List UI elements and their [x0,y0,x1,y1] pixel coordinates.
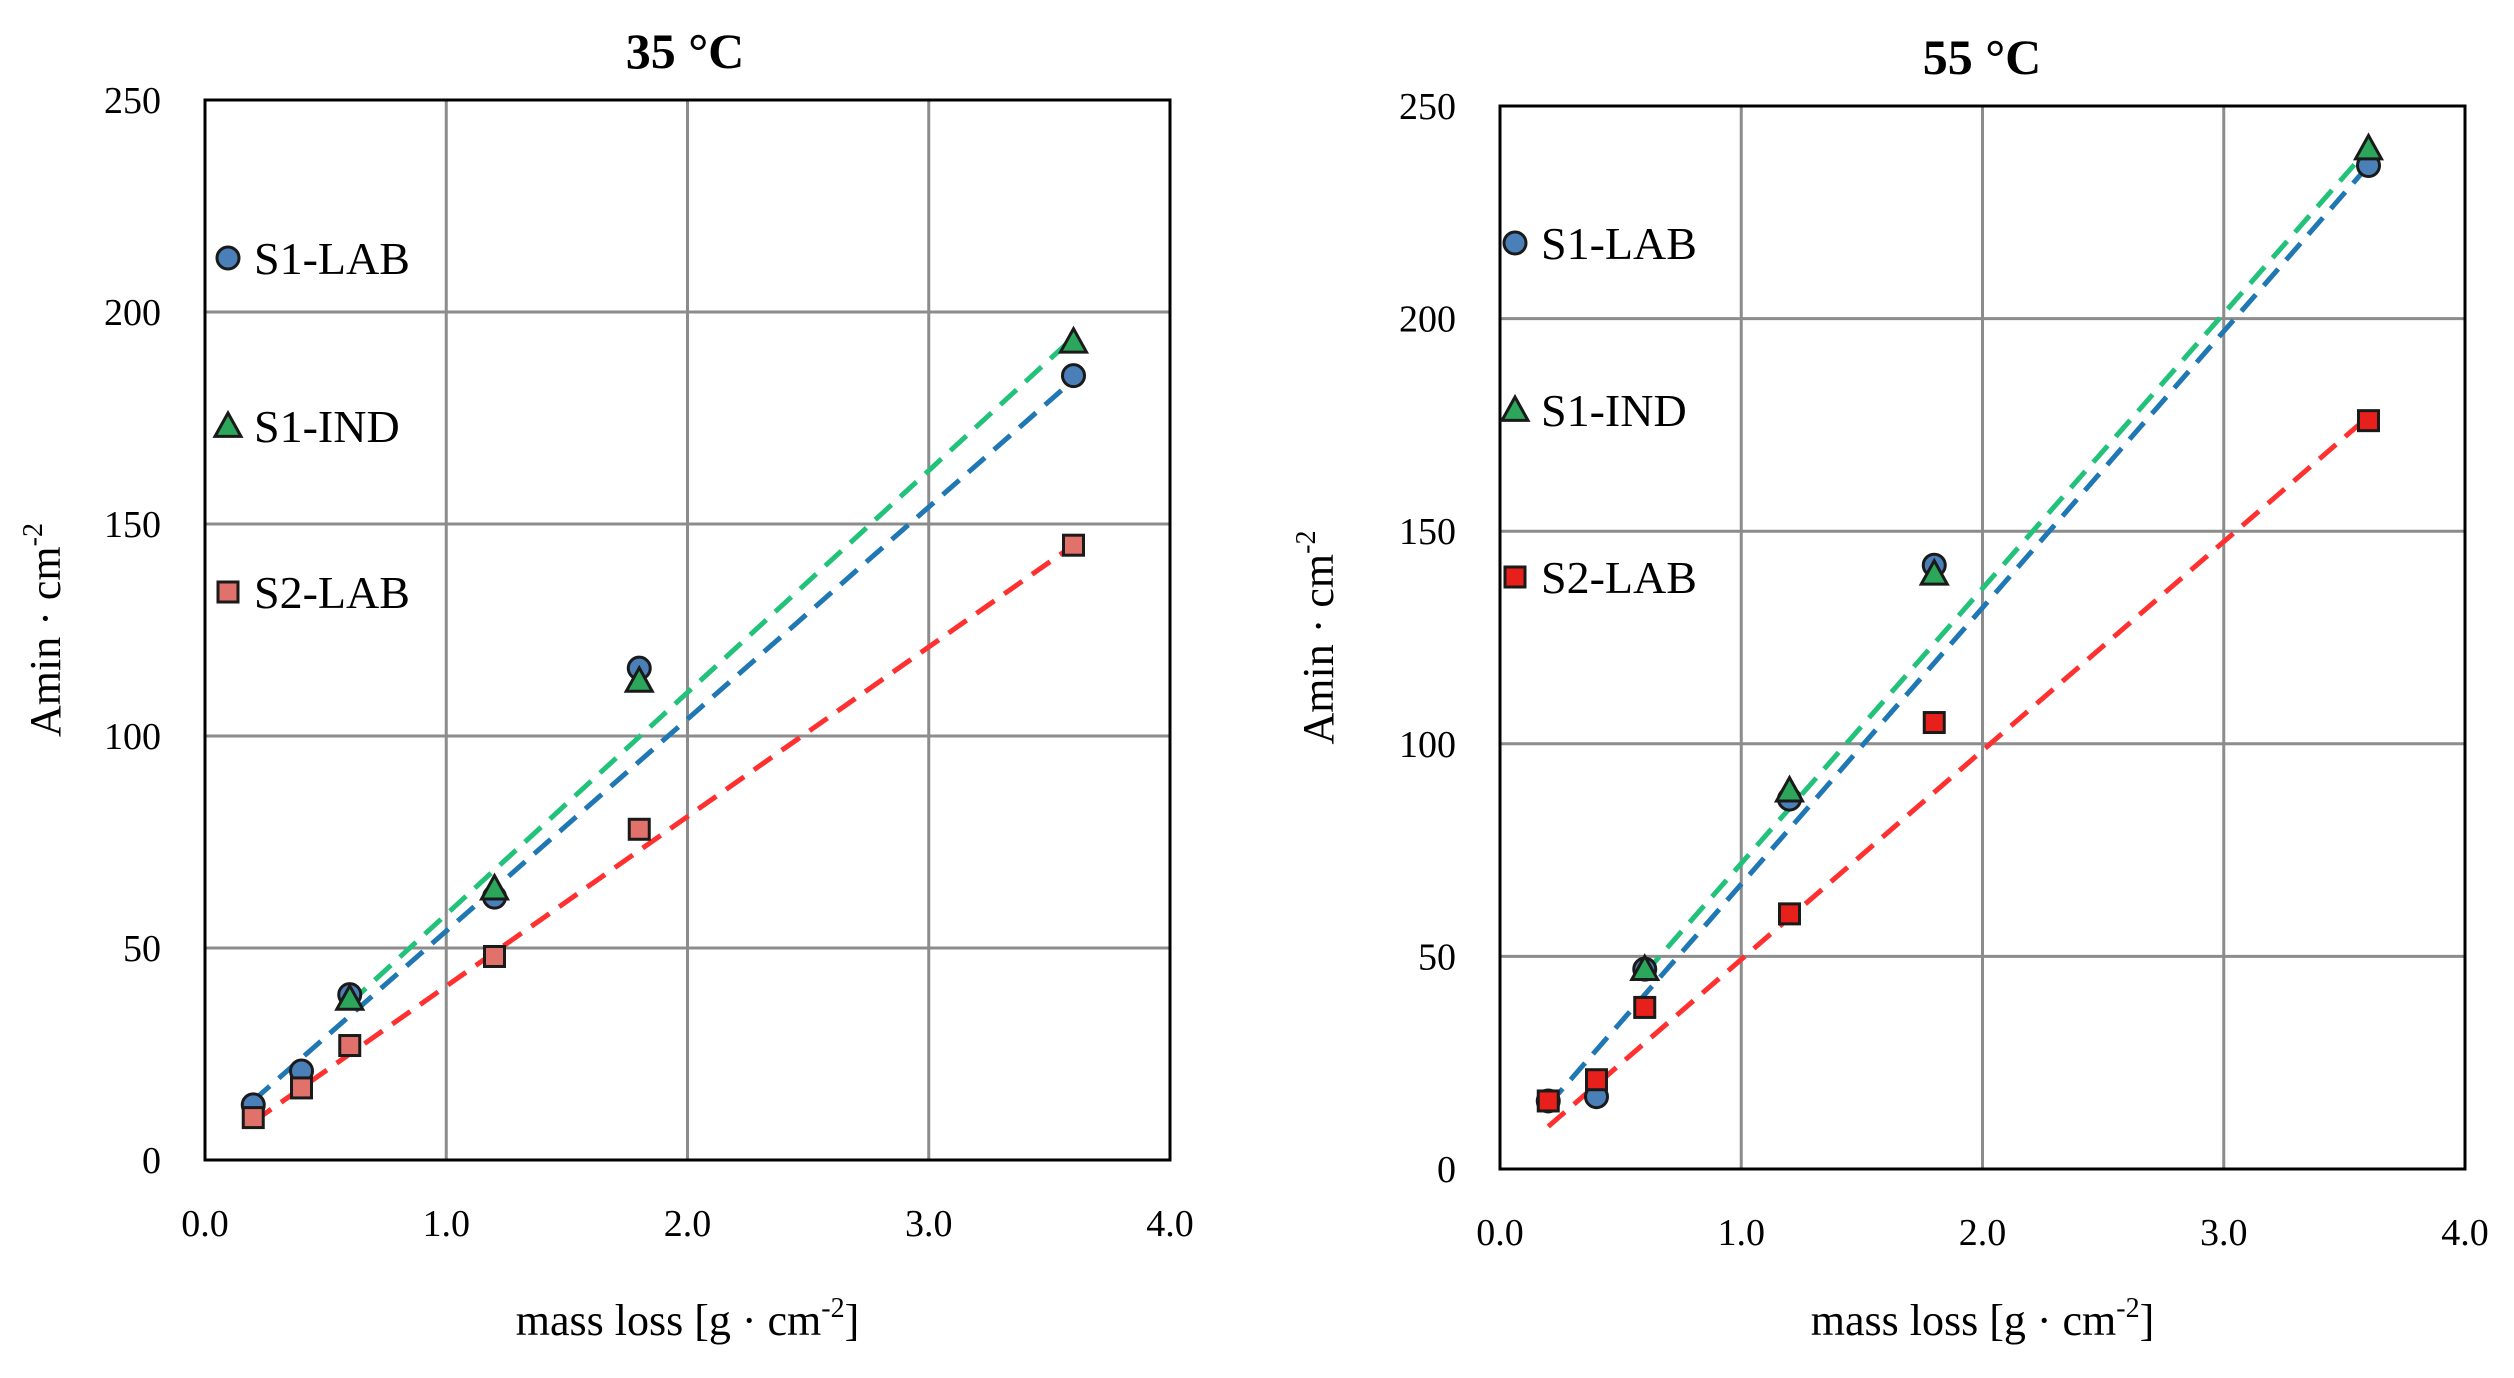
legend-label-s1-ind: S1-IND [1541,385,1687,436]
chart-panel-1: 35 °C 0.0 1.0 2.0 3.0 4.0 0 50 100 150 200 250 mass … [18,23,1194,1345]
data-point-s2-lab [1536,1089,1560,1113]
data-point-s2-lab [241,1106,265,1130]
data-point-s2-lab [1062,533,1085,557]
x-axis-label-sup: -2 [2116,1293,2139,1324]
chart-title: 55 °C [1923,29,2042,85]
legend-label-s1-lab: S1-LAB [1541,218,1697,269]
trendline-s2-lab [1546,414,2371,1129]
data-point-s1-ind [1057,325,1090,354]
data-point-s1-ind [1918,557,1950,586]
y-axis-label-main: Amin · cm [1294,554,1343,745]
x-tick-label: 2.0 [1959,1212,2007,1254]
x-axis-label-sup: -2 [821,1293,844,1324]
trendline-s2-lab [251,543,1075,1124]
y-axis-label: Amin · cm-2 [1291,531,1343,745]
y-axis-label-main: Amin · cm [21,546,70,737]
chart-panel-2: 55 °C 0.0 1.0 2.0 3.0 4.0 0 50 100 150 200 250 mass … [1291,29,2489,1345]
trendline-s1-lab [1546,163,2371,1107]
x-tick-label: 3.0 [905,1203,953,1245]
data-point-s2-lab [627,817,651,841]
plot-frame [203,98,1172,1162]
data-point-s2-lab [1585,1068,1608,1092]
data-point-s2-lab [1633,995,1657,1019]
data-point-s1-ind [1629,953,1661,982]
y-tick-label: 150 [1399,511,1456,553]
legend-label-s2-lab: S2-LAB [1541,552,1697,603]
legend-label-s1-lab: S1-LAB [254,233,410,284]
legend-marker-s2-lab [216,580,240,604]
y-tick-label: 250 [104,80,161,122]
y-tick-label: 200 [104,292,161,334]
data-point-s1-ind [334,982,366,1011]
data-point-s2-lab [2357,409,2380,433]
x-axis-label: mass loss [g · cm-2] [1811,1293,2155,1345]
legend-label-s1-ind: S1-IND [254,401,400,452]
data-point-s1-lab [1061,363,1086,389]
legend-marker-s2-lab [1503,565,1527,589]
trendline-s1-ind [1642,146,2371,976]
data-point-s2-lab [483,944,506,968]
data-point-s2-lab [1778,902,1801,926]
legend-marker-s1-lab [1502,230,1528,256]
y-tick-label: 250 [1399,86,1456,128]
x-tick-label: 1.0 [423,1203,471,1245]
x-axis-label-end: ] [845,1296,860,1345]
y-tick-label: 50 [1418,936,1456,978]
x-tick-label: 3.0 [2200,1212,2248,1254]
x-tick-label: 1.0 [1718,1212,1766,1254]
chart-title: 35 °C [626,23,745,79]
x-tick-label: 0.0 [1476,1212,1524,1254]
data-point-s2-lab [1922,711,1946,735]
x-axis-label-main: mass loss [g · cm [1811,1296,2117,1345]
data-point-s2-lab [338,1034,362,1058]
y-tick-label: 100 [104,716,161,758]
y-tick-label: 100 [1399,724,1456,766]
x-tick-label: 2.0 [664,1203,712,1245]
x-axis-label: mass loss [g · cm-2] [516,1293,860,1345]
data-point-s1-ind [1773,774,1806,803]
data-point-s2-lab [290,1076,313,1100]
plot-frame [1498,104,2467,1171]
y-tick-label: 200 [1399,299,1456,341]
y-axis-label-sup: -2 [1291,531,1322,554]
data-point-s1-ind [478,872,511,901]
y-tick-label: 0 [142,1140,161,1182]
x-axis-label-end: ] [2140,1296,2155,1345]
data-point-s1-ind [2352,132,2385,161]
x-tick-label: 0.0 [181,1203,229,1245]
y-tick-label: 50 [123,928,161,970]
x-tick-label: 4.0 [2441,1212,2489,1254]
legend-marker-s1-ind [212,409,244,438]
x-tick-label: 4.0 [1146,1203,1194,1245]
legend-marker-s1-lab [215,245,241,271]
trendline-s1-ind [348,335,1076,1005]
x-axis-label-main: mass loss [g · cm [516,1296,822,1345]
trendline-s1-lab [251,377,1076,1103]
legend-label-s2-lab: S2-LAB [254,567,410,618]
data-point-s1-ind [623,664,655,693]
y-axis-label-sup: -2 [18,523,49,546]
y-tick-label: 0 [1437,1149,1456,1191]
y-axis-label: Amin · cm-2 [18,523,70,737]
y-tick-label: 150 [104,504,161,546]
legend-marker-s1-ind [1499,393,1531,422]
